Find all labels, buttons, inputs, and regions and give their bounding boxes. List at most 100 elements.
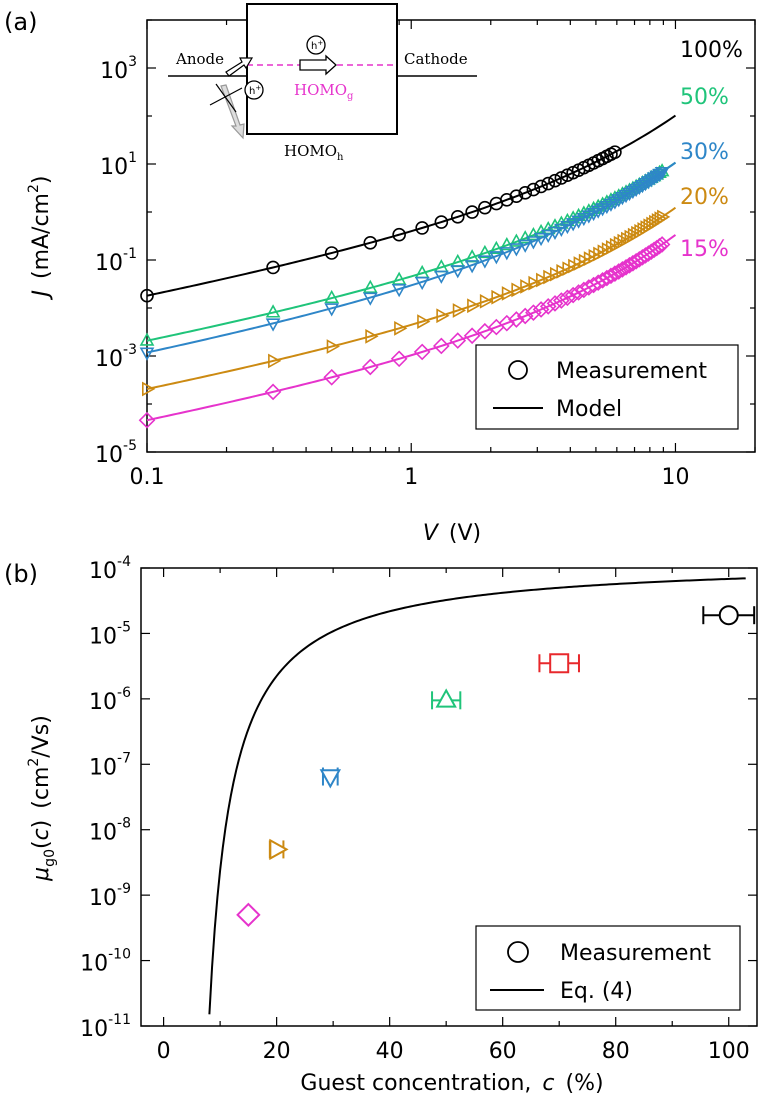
y-axis-label-b: μg0(c) (cm2/Vs) bbox=[26, 715, 58, 882]
data-point-30pct bbox=[464, 260, 480, 274]
hole-icon-anode bbox=[244, 80, 264, 100]
data-point-50pct bbox=[324, 289, 340, 304]
data-point-30pct bbox=[509, 243, 524, 257]
y-tick-label-a-exp: 1 bbox=[128, 150, 137, 166]
legend-box-a bbox=[475, 344, 739, 430]
data-point-15pct bbox=[516, 307, 534, 325]
y-tick-label-b-exp: -9 bbox=[117, 881, 131, 897]
data-point-15pct bbox=[525, 304, 542, 321]
data-point-30pct bbox=[139, 347, 155, 361]
data-point-20pct bbox=[268, 353, 282, 369]
data-point-50pct bbox=[489, 240, 504, 255]
legend-label-fit-b: Eq. (4) bbox=[560, 979, 633, 1004]
data-point-15pct bbox=[361, 358, 379, 376]
data-point-15pct bbox=[653, 236, 671, 253]
series-label-20pct: 20% bbox=[680, 185, 729, 210]
y-tick-label-b-base: 10 bbox=[80, 952, 108, 977]
data-point-15pct bbox=[449, 332, 467, 349]
data-point-30pct bbox=[554, 223, 569, 238]
y-tick-label-a-exp: -3 bbox=[123, 342, 137, 358]
y-tick-label-b-base: 10 bbox=[80, 1017, 108, 1042]
y-tick-label-b: 10-5 bbox=[89, 619, 131, 649]
data-point-20pct bbox=[528, 275, 542, 291]
y-tick-label-b-base: 10 bbox=[89, 690, 117, 715]
fit-curve bbox=[208, 577, 746, 1015]
data-point-100pct bbox=[450, 209, 465, 224]
y-tick-label-b-base: 10 bbox=[89, 624, 117, 649]
series-labels-a: 100% 50% 30% 20% 15% bbox=[680, 38, 743, 262]
data-point-100pct bbox=[534, 179, 548, 194]
data-point-15pct bbox=[614, 261, 631, 278]
data-point-20pct bbox=[326, 339, 340, 354]
data-point-50pct bbox=[477, 244, 493, 259]
data-point-100pct bbox=[554, 171, 569, 185]
legend-label-measurement-a: Measurement bbox=[556, 359, 707, 384]
y-tick-label-b: 10-4 bbox=[89, 554, 131, 584]
mobility-point-29.5 bbox=[319, 769, 342, 789]
legend-a: Measurement Model bbox=[475, 344, 739, 430]
x-tick-label-a: 0.1 bbox=[130, 465, 165, 490]
data-point-15pct bbox=[606, 265, 624, 282]
svg-text:μg0(c) (cm2/Vs): μg0(c) (cm2/Vs) bbox=[26, 715, 58, 882]
data-point-50pct bbox=[362, 279, 378, 293]
data-point-100pct bbox=[392, 227, 406, 242]
data-point-30pct bbox=[618, 189, 634, 204]
data-point-30pct bbox=[625, 185, 641, 200]
data-point-30pct bbox=[646, 172, 662, 186]
data-point-100pct bbox=[518, 186, 533, 200]
data-point-30pct bbox=[414, 276, 430, 291]
points-b bbox=[236, 605, 756, 928]
data-point-30pct bbox=[638, 178, 653, 192]
arrow-right-icon bbox=[299, 54, 337, 76]
legend-marker-measurement-a bbox=[508, 360, 528, 380]
data-point-15pct bbox=[564, 286, 582, 304]
y-tick-label-b-base: 10 bbox=[89, 559, 117, 584]
data-point-30pct bbox=[611, 194, 627, 208]
data-point-30pct bbox=[649, 170, 665, 184]
mobility-point-50 bbox=[435, 688, 457, 708]
series-label-30pct: 30% bbox=[680, 140, 729, 165]
data-point-30pct bbox=[547, 226, 563, 240]
data-point-15pct bbox=[138, 411, 156, 429]
data-point-15pct bbox=[413, 343, 431, 361]
x-tick-label-b: 60 bbox=[489, 1039, 517, 1064]
hole-icon bbox=[306, 35, 326, 55]
data-point-30pct bbox=[433, 270, 449, 284]
data-point-15pct bbox=[598, 269, 616, 287]
y-tick-label-b-base: 10 bbox=[89, 886, 117, 911]
data-point-100pct bbox=[526, 182, 541, 197]
data-point-15pct bbox=[532, 301, 550, 318]
data-point-30pct bbox=[635, 179, 650, 194]
hole-label-anode: h+ bbox=[249, 84, 261, 97]
model-curve-15pct bbox=[146, 234, 677, 422]
y-tick-label-a: 10-3 bbox=[95, 342, 137, 372]
y-tick-label-a-exp: 3 bbox=[128, 54, 137, 70]
data-point-30pct bbox=[622, 187, 637, 202]
y-tick-label-b-exp: -8 bbox=[117, 816, 131, 832]
data-point-30pct bbox=[362, 292, 378, 306]
data-point-100pct bbox=[541, 176, 556, 191]
data-point-30pct bbox=[565, 218, 581, 232]
y-tick-label-b-base: 10 bbox=[89, 821, 117, 846]
data-point-15pct bbox=[390, 350, 408, 368]
data-point-15pct bbox=[476, 322, 494, 340]
y-tick-label-a-exp: -5 bbox=[123, 438, 137, 454]
model-curve-30pct bbox=[146, 161, 677, 354]
y-tick-label-a: 103 bbox=[100, 54, 137, 84]
data-point-20pct bbox=[479, 293, 494, 309]
mobility-point-100 bbox=[718, 605, 739, 626]
data-point-15pct bbox=[546, 295, 564, 312]
y-tick-label-b: 10-10 bbox=[80, 947, 131, 977]
x-axis-label-b: Guest concentration, c (%) bbox=[300, 1071, 603, 1096]
plot-frame-a bbox=[146, 19, 756, 453]
series-label-15pct: 15% bbox=[680, 237, 729, 262]
y-tick-label-b-exp: -7 bbox=[117, 750, 131, 766]
data-point-15pct bbox=[594, 272, 611, 289]
y-tick-label-b-exp: -6 bbox=[117, 685, 131, 701]
data-point-20pct bbox=[365, 329, 379, 344]
y-tick-label-b: 10-7 bbox=[89, 750, 131, 780]
block-cross-line-1 bbox=[209, 87, 243, 106]
